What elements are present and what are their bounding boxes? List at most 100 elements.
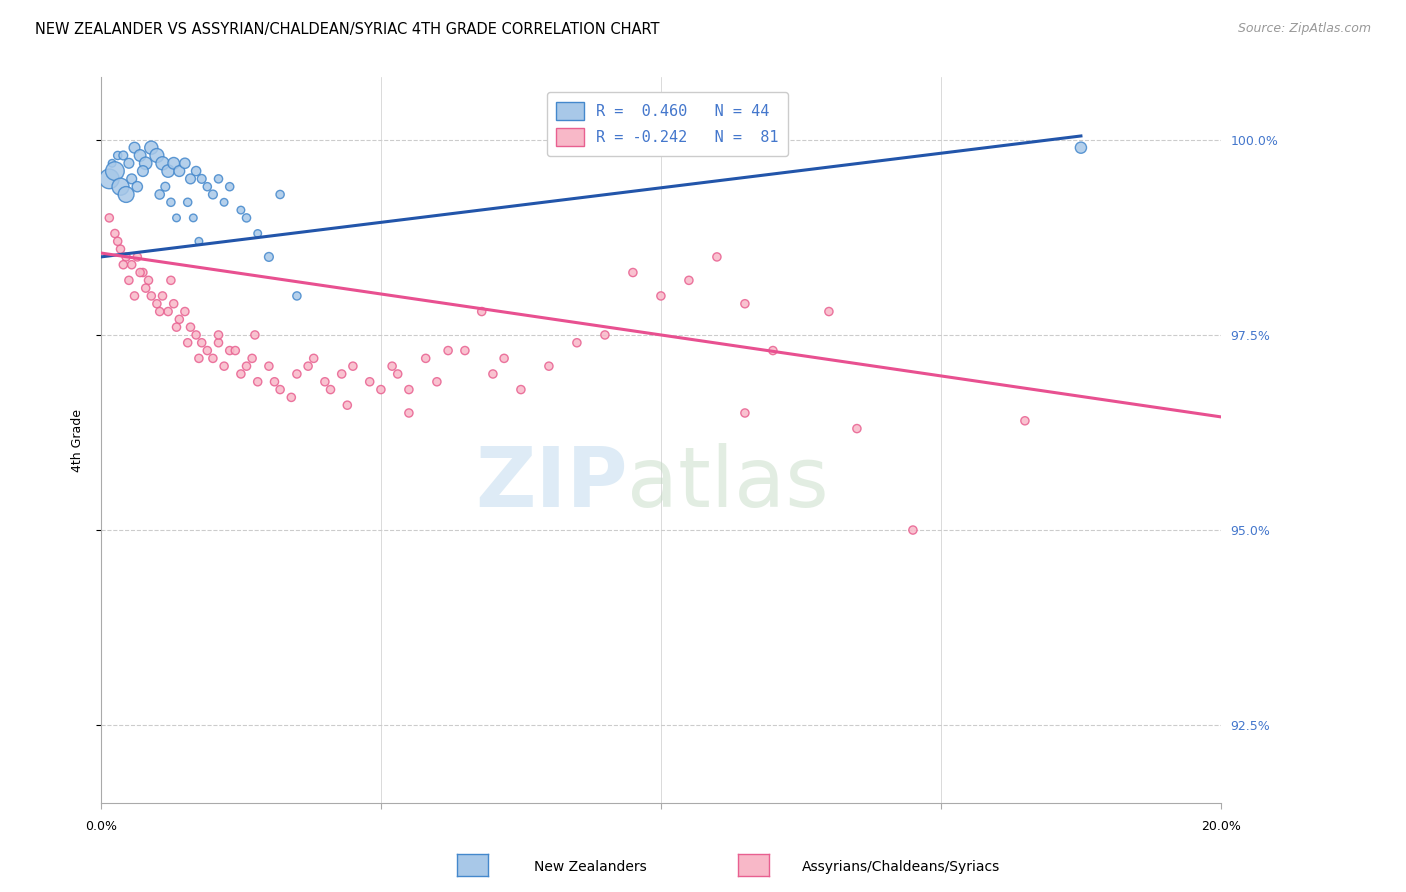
Point <box>169 164 191 178</box>
Point <box>177 195 200 210</box>
Point <box>246 375 269 389</box>
Point <box>135 156 157 170</box>
Text: atlas: atlas <box>627 443 830 524</box>
Point <box>187 235 209 249</box>
Point <box>330 367 353 381</box>
Point <box>152 156 174 170</box>
Point <box>169 312 191 326</box>
Point <box>187 351 209 366</box>
Point <box>129 266 152 280</box>
Point <box>127 250 149 264</box>
Point <box>229 367 252 381</box>
Point <box>845 421 868 435</box>
Point <box>107 235 129 249</box>
Point <box>661 133 683 147</box>
Point <box>426 375 449 389</box>
Point <box>110 179 132 194</box>
Text: Assyrians/Chaldeans/Syriacs: Assyrians/Chaldeans/Syriacs <box>801 860 1000 874</box>
Point <box>98 172 121 186</box>
Point <box>179 320 201 334</box>
Point <box>269 187 291 202</box>
Point <box>146 148 169 162</box>
Text: NEW ZEALANDER VS ASSYRIAN/CHALDEAN/SYRIAC 4TH GRADE CORRELATION CHART: NEW ZEALANDER VS ASSYRIAN/CHALDEAN/SYRIA… <box>35 22 659 37</box>
Point <box>319 383 342 397</box>
Point <box>141 289 163 303</box>
Point <box>263 375 285 389</box>
Point <box>302 351 325 366</box>
Text: 0.0%: 0.0% <box>84 821 117 833</box>
Point <box>537 359 560 373</box>
Point <box>107 148 129 162</box>
Point <box>166 211 188 225</box>
Point <box>121 172 143 186</box>
Point <box>157 304 180 318</box>
Point <box>240 351 263 366</box>
Point <box>104 164 127 178</box>
Point <box>157 164 180 178</box>
Point <box>195 179 218 194</box>
Point <box>118 273 141 287</box>
Point <box>163 297 186 311</box>
Point <box>454 343 477 358</box>
Point <box>509 383 531 397</box>
Point <box>124 141 146 155</box>
Point <box>201 351 224 366</box>
Point <box>181 211 204 225</box>
Point <box>127 179 149 194</box>
Point <box>163 156 186 170</box>
Y-axis label: 4th Grade: 4th Grade <box>72 409 84 472</box>
Point <box>398 406 420 420</box>
Point <box>471 304 494 318</box>
Point <box>212 359 235 373</box>
Point <box>818 304 841 318</box>
Point <box>160 273 183 287</box>
Point <box>112 258 135 272</box>
Point <box>104 227 127 241</box>
Point <box>207 335 229 350</box>
Point <box>734 297 756 311</box>
Point <box>494 351 516 366</box>
Point <box>190 335 212 350</box>
Point <box>138 273 160 287</box>
Point <box>218 343 240 358</box>
Point <box>280 390 302 404</box>
Point <box>901 523 924 537</box>
Point <box>235 359 257 373</box>
Point <box>1014 414 1036 428</box>
Point <box>650 289 672 303</box>
Point <box>482 367 505 381</box>
Point <box>166 320 188 334</box>
Point <box>297 359 319 373</box>
Point <box>381 359 404 373</box>
Point <box>101 156 124 170</box>
Point <box>212 195 235 210</box>
Point <box>149 304 172 318</box>
Point <box>243 328 266 343</box>
Point <box>1070 141 1092 155</box>
Point <box>593 328 616 343</box>
Point <box>359 375 381 389</box>
Point <box>621 266 644 280</box>
Point <box>762 343 785 358</box>
Point <box>129 148 152 162</box>
Point <box>246 227 269 241</box>
Point <box>98 211 121 225</box>
Point <box>257 250 280 264</box>
Point <box>734 406 756 420</box>
Point <box>285 289 308 303</box>
Point <box>207 172 229 186</box>
Point <box>115 187 138 202</box>
Point <box>135 281 157 295</box>
Point <box>190 172 212 186</box>
Point <box>112 148 135 162</box>
Point <box>257 359 280 373</box>
Point <box>201 187 224 202</box>
Point <box>207 328 229 343</box>
Point <box>269 383 291 397</box>
Point <box>285 367 308 381</box>
Text: New Zealanders: New Zealanders <box>534 860 647 874</box>
Point <box>314 375 336 389</box>
Point <box>184 328 207 343</box>
Point <box>678 273 700 287</box>
Point <box>177 335 200 350</box>
